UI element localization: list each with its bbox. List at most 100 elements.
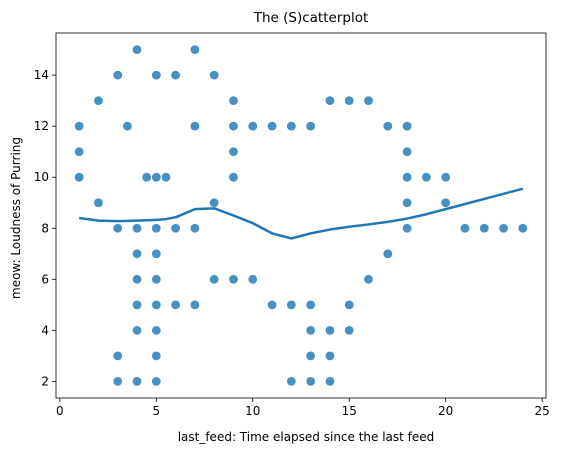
data-point xyxy=(151,249,161,259)
data-point xyxy=(248,121,258,131)
data-point xyxy=(306,377,316,386)
data-point xyxy=(383,249,393,259)
data-point xyxy=(306,300,316,310)
data-point xyxy=(151,172,161,182)
data-point xyxy=(344,325,354,335)
data-point xyxy=(421,172,431,182)
data-point xyxy=(402,172,412,182)
data-point xyxy=(344,96,354,106)
data-point xyxy=(151,70,161,80)
data-point xyxy=(325,377,335,386)
data-point xyxy=(383,121,393,131)
data-point xyxy=(171,300,181,310)
plot-frame xyxy=(55,32,547,399)
data-point xyxy=(190,300,200,310)
data-point xyxy=(132,45,142,54)
data-point xyxy=(402,121,412,131)
x-tick-label: 5 xyxy=(152,404,160,418)
data-point xyxy=(74,172,84,182)
data-point xyxy=(267,300,277,310)
data-point xyxy=(518,223,528,233)
x-tick-label: 15 xyxy=(342,404,357,418)
data-point xyxy=(325,351,335,361)
data-point xyxy=(151,325,161,335)
data-point xyxy=(499,223,508,233)
data-point xyxy=(286,300,296,310)
data-point xyxy=(190,45,200,54)
y-tick-label: 6 xyxy=(41,272,49,286)
data-point xyxy=(286,121,296,131)
x-axis-label: last_feed: Time elapsed since the last f… xyxy=(178,430,435,444)
y-tick-label: 2 xyxy=(41,374,49,388)
data-point xyxy=(132,274,142,284)
chart-title: The (S)catterplot xyxy=(253,10,369,26)
y-tick-label: 10 xyxy=(34,170,49,184)
data-point xyxy=(209,198,219,208)
data-point xyxy=(132,325,142,335)
data-point xyxy=(94,96,103,106)
data-point xyxy=(132,223,142,233)
data-point xyxy=(113,351,123,361)
data-point xyxy=(229,274,238,284)
data-point xyxy=(402,223,412,233)
data-point xyxy=(161,172,171,182)
data-point xyxy=(364,96,373,106)
data-point xyxy=(229,147,238,157)
data-point xyxy=(142,172,152,182)
data-point xyxy=(248,274,258,284)
x-tick-label: 20 xyxy=(438,404,453,418)
data-point xyxy=(209,274,219,284)
data-point xyxy=(151,300,161,310)
data-point xyxy=(402,147,412,157)
data-point xyxy=(113,70,123,80)
data-point xyxy=(113,377,123,386)
data-point xyxy=(306,325,316,335)
data-point xyxy=(229,96,238,106)
data-point xyxy=(171,223,181,233)
data-point xyxy=(286,377,296,386)
x-tick-label: 25 xyxy=(535,404,550,418)
data-point xyxy=(122,121,132,131)
data-point xyxy=(74,121,84,131)
data-point xyxy=(113,223,123,233)
y-tick-label: 8 xyxy=(41,221,49,235)
data-point xyxy=(132,249,142,259)
data-point xyxy=(325,96,335,106)
data-point xyxy=(74,147,84,157)
data-point xyxy=(151,377,161,386)
points-layer xyxy=(74,45,528,386)
trend-line xyxy=(78,187,524,240)
data-point xyxy=(132,377,142,386)
data-point xyxy=(441,198,451,208)
data-point xyxy=(402,198,412,208)
data-point xyxy=(132,300,142,310)
data-point xyxy=(209,70,219,80)
data-point xyxy=(171,70,181,80)
data-point xyxy=(344,300,354,310)
data-point xyxy=(306,121,316,131)
trend-layer xyxy=(78,187,524,240)
data-point xyxy=(229,172,238,182)
y-tick-label: 4 xyxy=(41,323,49,337)
x-axis: 0 5 10 15 20 25 xyxy=(56,398,550,418)
data-point xyxy=(94,198,103,208)
data-point xyxy=(151,274,161,284)
data-point xyxy=(306,351,316,361)
x-tick-label: 10 xyxy=(245,404,260,418)
y-axis-label: meow: Loudness of Purring xyxy=(9,137,23,299)
data-point xyxy=(441,172,451,182)
y-tick-label: 12 xyxy=(34,119,49,133)
data-point xyxy=(460,223,470,233)
data-point xyxy=(151,351,161,361)
data-point xyxy=(190,223,200,233)
data-point xyxy=(190,121,200,131)
data-point xyxy=(325,325,335,335)
data-point xyxy=(267,121,277,131)
data-point xyxy=(229,121,238,131)
data-point xyxy=(151,223,161,233)
data-point xyxy=(364,274,373,284)
y-axis: 2 4 6 8 10 12 14 xyxy=(34,68,56,388)
x-tick-label: 0 xyxy=(56,404,64,418)
y-tick-label: 14 xyxy=(34,68,49,82)
